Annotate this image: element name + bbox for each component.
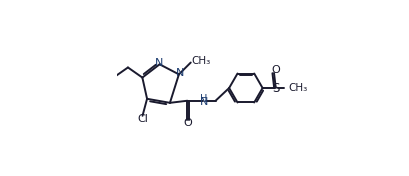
Text: S: S (272, 81, 279, 95)
Text: CH₃: CH₃ (289, 83, 308, 93)
Text: N: N (155, 58, 163, 68)
Text: Cl: Cl (137, 114, 148, 124)
Text: N: N (175, 68, 184, 78)
Text: H: H (200, 94, 208, 104)
Text: O: O (272, 65, 280, 75)
Text: O: O (183, 118, 192, 128)
Text: CH₃: CH₃ (191, 56, 211, 66)
Text: N: N (200, 97, 208, 107)
